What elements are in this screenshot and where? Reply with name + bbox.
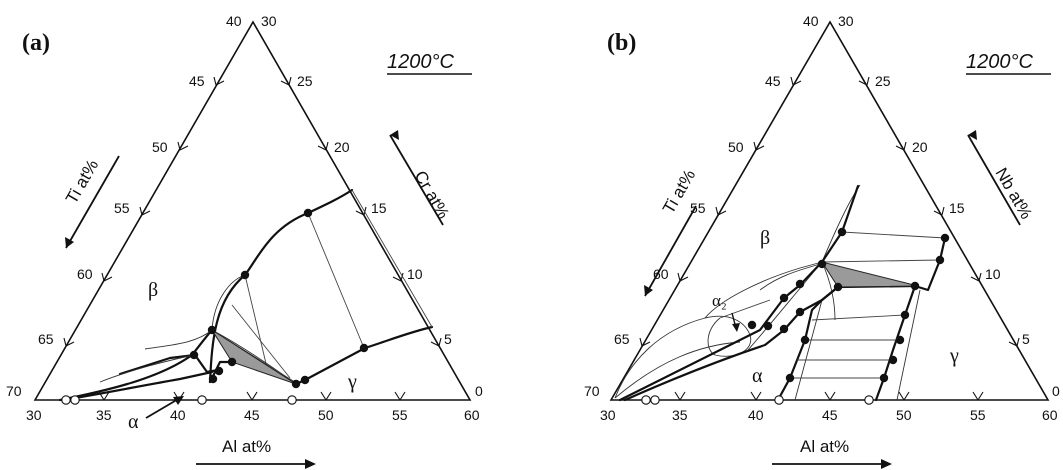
right-axis-tick-labels: 0 5 10 15 20 25 30	[261, 13, 483, 399]
svg-text:α₂: α₂	[712, 291, 727, 310]
svg-text:50: 50	[318, 407, 334, 423]
panel-b-label: (b)	[607, 30, 636, 56]
svg-text:25: 25	[297, 73, 313, 89]
bottom-axis-tick-labels: 30 35 40 45 50 55 60	[600, 407, 1058, 423]
svg-text:65: 65	[38, 331, 54, 347]
svg-text:5: 5	[444, 331, 452, 347]
bottom-axis-ticks	[674, 391, 984, 401]
panel-a-label: (a)	[22, 30, 50, 56]
phase-label-alpha: α	[752, 365, 763, 387]
thin-boundaries	[614, 184, 921, 401]
svg-text:55: 55	[392, 407, 408, 423]
svg-text:45: 45	[244, 407, 260, 423]
svg-text:55: 55	[690, 200, 706, 216]
svg-text:60: 60	[653, 266, 669, 282]
svg-text:25: 25	[875, 73, 891, 89]
right-axis-ticks	[858, 76, 1020, 347]
svg-text:15: 15	[371, 200, 387, 216]
svg-text:20: 20	[912, 139, 928, 155]
left-axis-name: Ti at%	[62, 155, 120, 249]
three-phase-triangle	[820, 261, 919, 288]
phase-boundaries	[58, 188, 434, 402]
tie-lines	[719, 231, 946, 379]
right-axis-ticks	[280, 76, 442, 347]
svg-text:65: 65	[614, 331, 630, 347]
right-axis-name: Nb at%	[967, 130, 1036, 226]
svg-text:Al at%: Al at%	[800, 437, 849, 456]
svg-text:45: 45	[822, 407, 838, 423]
svg-text:30: 30	[838, 13, 854, 29]
experimental-points	[61, 208, 369, 405]
svg-text:0: 0	[1052, 383, 1060, 399]
bottom-axis-ticks	[98, 391, 406, 401]
left-axis-ticks	[639, 76, 802, 347]
svg-text:45: 45	[189, 73, 205, 89]
svg-text:40: 40	[748, 407, 764, 423]
left-axis-tick-labels: 70 65 60 55 50 45 40	[6, 13, 242, 399]
svg-text:60: 60	[1042, 407, 1058, 423]
svg-text:45: 45	[765, 73, 781, 89]
left-axis-tick-labels: 70 65 60 55 50 45 40	[584, 13, 819, 399]
svg-text:40: 40	[170, 407, 186, 423]
svg-text:Ti at%: Ti at%	[62, 156, 102, 207]
right-axis-tick-labels: 0 5 10 15 20 25 30	[838, 13, 1060, 399]
svg-text:10: 10	[407, 266, 423, 282]
svg-text:60: 60	[464, 407, 480, 423]
ternary-frame	[33, 20, 472, 401]
svg-text:35: 35	[672, 407, 688, 423]
phase-label-gamma: γ	[347, 371, 357, 393]
phase-boundaries	[618, 184, 947, 402]
left-axis-ticks	[63, 76, 225, 347]
svg-text:60: 60	[77, 266, 93, 282]
panel-b: (b) 1200°C 70 65 60 55 50 45 40	[584, 13, 1060, 469]
panel-b-temperature: 1200°C	[966, 51, 1033, 73]
three-phase-triangle	[211, 329, 297, 385]
svg-text:30: 30	[26, 407, 42, 423]
svg-text:15: 15	[949, 200, 965, 216]
svg-text:Cr at%: Cr at%	[411, 168, 453, 223]
svg-text:40: 40	[226, 13, 242, 29]
bottom-axis-tick-labels: 30 35 40 45 50 55 60	[26, 407, 480, 423]
svg-text:5: 5	[1022, 331, 1030, 347]
svg-text:0: 0	[475, 383, 483, 399]
bottom-axis-name: Al at%	[196, 437, 316, 469]
svg-text:Al at%: Al at%	[222, 437, 271, 456]
svg-text:70: 70	[6, 383, 22, 399]
phase-label-alpha2: α₂	[712, 291, 740, 332]
phase-label-alpha: α	[128, 396, 184, 433]
svg-text:55: 55	[970, 407, 986, 423]
svg-text:30: 30	[261, 13, 277, 29]
right-axis-name: Cr at%	[389, 130, 453, 226]
svg-text:50: 50	[152, 139, 168, 155]
svg-text:20: 20	[334, 139, 350, 155]
panel-a: (a) 1200°C 70 65 60 55 50 45 40	[6, 13, 483, 469]
svg-text:70: 70	[584, 383, 600, 399]
svg-text:50: 50	[728, 139, 744, 155]
svg-text:40: 40	[803, 13, 819, 29]
svg-text:35: 35	[96, 407, 112, 423]
phase-label-beta: β	[760, 227, 770, 249]
svg-text:50: 50	[896, 407, 912, 423]
svg-text:55: 55	[114, 200, 130, 216]
svg-text:α: α	[128, 411, 139, 433]
bottom-axis-name: Al at%	[772, 437, 892, 469]
experimental-points	[641, 227, 950, 405]
svg-text:10: 10	[985, 266, 1001, 282]
phase-label-gamma: γ	[949, 345, 959, 367]
phase-label-beta: β	[148, 279, 158, 301]
svg-text:30: 30	[600, 407, 616, 423]
panel-a-temperature: 1200°C	[387, 51, 454, 73]
